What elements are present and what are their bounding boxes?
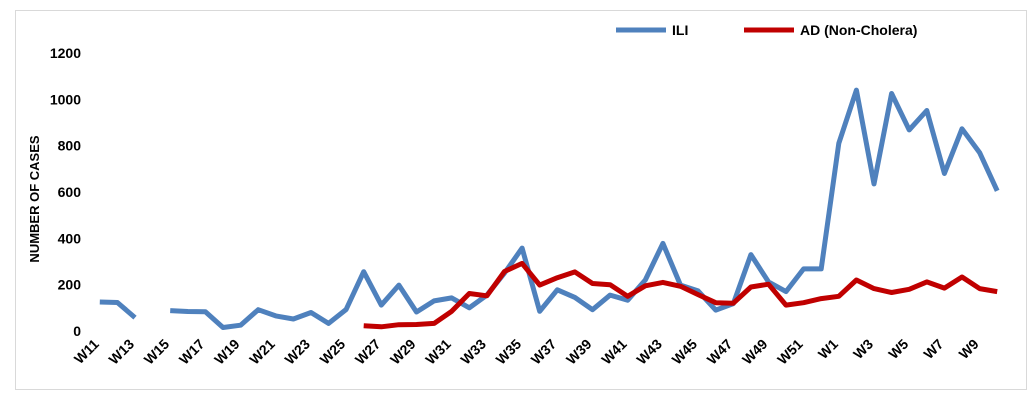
x-tick-label: W23	[281, 336, 313, 368]
x-tick-label: W7	[920, 336, 946, 362]
series-line-ili	[99, 87, 1000, 330]
x-tick-label: W27	[352, 336, 384, 368]
y-axis-title: NUMBER OF CASES	[27, 135, 42, 262]
chart-frame: ILI AD (Non-Cholera) NUMBER OF CASES 0 20…	[15, 10, 1027, 390]
y-tick-label: 600	[58, 184, 82, 200]
x-tick-label: W35	[493, 336, 525, 368]
y-tick-label: 800	[58, 138, 82, 154]
x-tick-label: W13	[105, 336, 137, 368]
y-tick-label: 400	[58, 230, 82, 246]
x-tick-label: W51	[774, 336, 806, 368]
x-tick-label: W47	[704, 336, 736, 368]
y-tick-label: 1000	[50, 91, 81, 107]
legend: ILI AD (Non-Cholera)	[616, 22, 917, 38]
x-tick-label: W49	[739, 336, 771, 368]
y-tick-label: 0	[73, 323, 81, 339]
x-tick-label: W43	[633, 336, 665, 368]
y-tick-label: 1200	[50, 45, 81, 61]
y-axis: 0 200 400 600 800 1000 1200	[50, 45, 81, 339]
series-layer	[99, 87, 1000, 330]
legend-label-ili: ILI	[672, 22, 688, 38]
x-tick-label: W45	[669, 336, 701, 368]
y-tick-label: 200	[58, 277, 82, 293]
x-tick-label: W5	[885, 336, 911, 362]
line-chart: ILI AD (Non-Cholera) NUMBER OF CASES 0 20…	[27, 22, 1000, 368]
x-tick-label: W19	[211, 336, 243, 368]
x-tick-label: W29	[387, 336, 419, 368]
x-tick-label: W31	[422, 336, 454, 368]
x-tick-label: W33	[457, 336, 489, 368]
legend-label-ad: AD (Non-Cholera)	[800, 22, 917, 38]
x-tick-label: W21	[246, 336, 278, 368]
x-tick-label: W9	[956, 336, 982, 362]
x-tick-label: W1	[815, 336, 841, 362]
x-tick-label: W37	[528, 336, 560, 368]
x-tick-label: W3	[850, 336, 876, 362]
x-tick-label: W25	[317, 336, 349, 368]
x-axis: W11 W13 W15 W17 W19 W21 W23 W25 W27 W29 W31 W33 W35 W…	[71, 336, 982, 368]
x-tick-label: W39	[563, 336, 595, 368]
x-tick-label: W41	[598, 336, 630, 368]
x-tick-label: W15	[141, 336, 173, 368]
x-tick-label: W17	[176, 336, 208, 368]
x-tick-label: W11	[71, 336, 102, 367]
series-line-ad-non-cholera	[363, 260, 998, 330]
